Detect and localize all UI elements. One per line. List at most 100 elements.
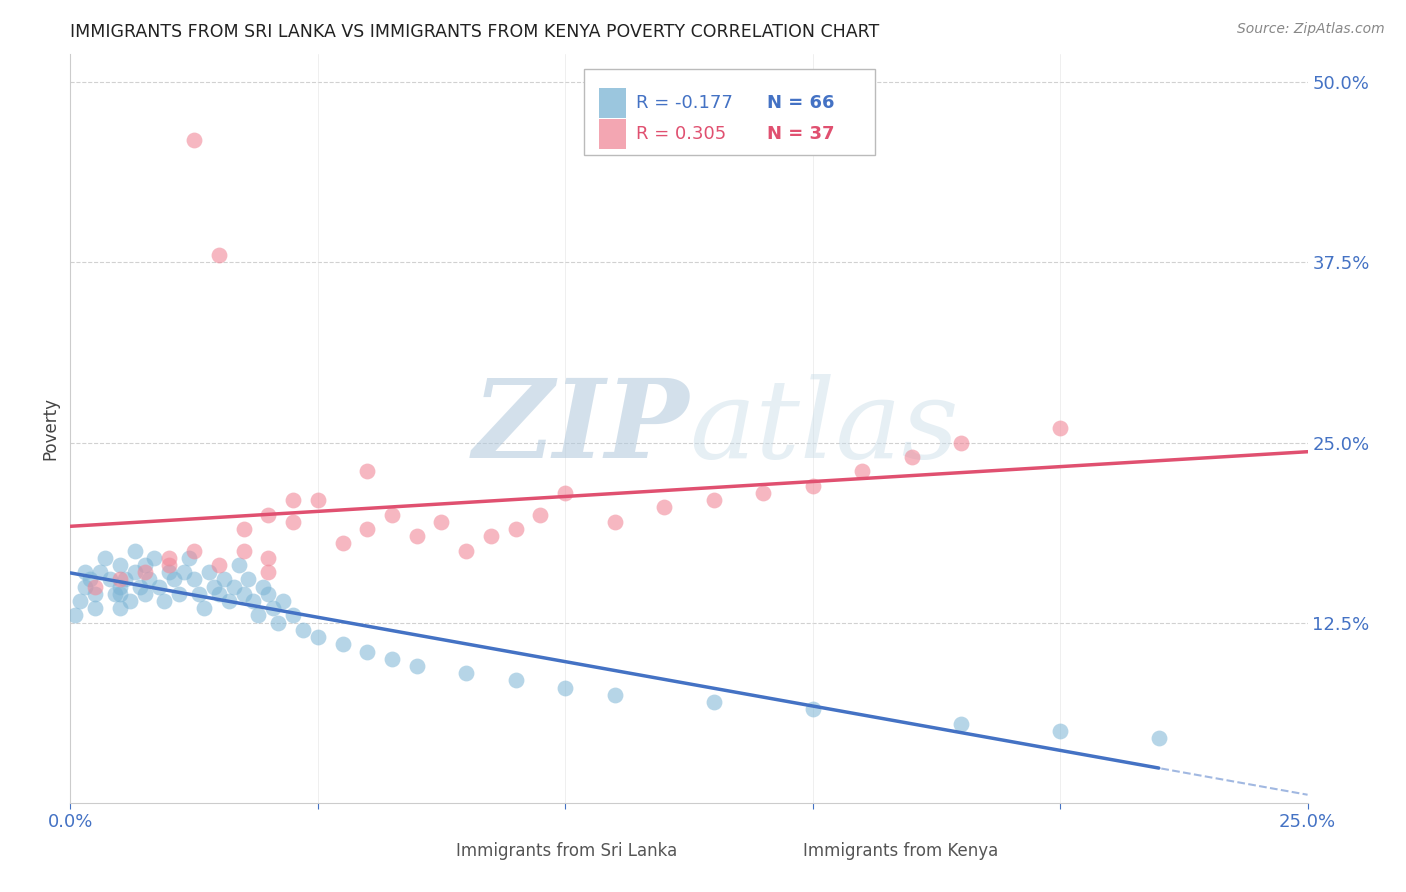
- Point: [232, 587, 254, 601]
- Point: [752, 486, 775, 500]
- Point: [79, 573, 101, 587]
- Point: [198, 566, 221, 580]
- Point: [950, 716, 973, 731]
- Point: [134, 587, 156, 601]
- Point: [94, 550, 117, 565]
- Point: [247, 608, 270, 623]
- Point: [252, 580, 274, 594]
- Point: [281, 493, 304, 508]
- Point: [84, 580, 107, 594]
- Point: [173, 566, 195, 580]
- Point: [89, 566, 111, 580]
- Point: [332, 536, 354, 550]
- Point: [177, 550, 200, 565]
- Point: [208, 558, 231, 572]
- Text: R = -0.177: R = -0.177: [636, 95, 733, 112]
- Point: [157, 558, 180, 572]
- Point: [228, 558, 250, 572]
- Point: [262, 601, 284, 615]
- Point: [208, 587, 231, 601]
- Point: [356, 522, 378, 536]
- Text: Immigrants from Sri Lanka: Immigrants from Sri Lanka: [457, 842, 678, 860]
- Point: [703, 695, 725, 709]
- Point: [98, 573, 121, 587]
- Point: [307, 630, 329, 644]
- Text: N = 66: N = 66: [766, 95, 834, 112]
- Point: [183, 133, 205, 147]
- Point: [257, 587, 280, 601]
- Point: [332, 637, 354, 651]
- Point: [554, 681, 576, 695]
- Point: [405, 659, 427, 673]
- Point: [652, 500, 675, 515]
- Point: [603, 688, 626, 702]
- Point: [238, 573, 260, 587]
- Point: [257, 550, 280, 565]
- Point: [124, 566, 146, 580]
- Point: [69, 594, 91, 608]
- Point: [430, 515, 453, 529]
- Text: R = 0.305: R = 0.305: [636, 125, 725, 144]
- Text: Immigrants from Kenya: Immigrants from Kenya: [803, 842, 998, 860]
- Text: Source: ZipAtlas.com: Source: ZipAtlas.com: [1237, 22, 1385, 37]
- FancyBboxPatch shape: [583, 69, 875, 154]
- Point: [603, 515, 626, 529]
- Point: [153, 594, 176, 608]
- Point: [183, 543, 205, 558]
- Point: [183, 573, 205, 587]
- Point: [148, 580, 170, 594]
- Point: [307, 493, 329, 508]
- Point: [134, 566, 156, 580]
- Point: [232, 522, 254, 536]
- Point: [381, 651, 404, 665]
- Text: IMMIGRANTS FROM SRI LANKA VS IMMIGRANTS FROM KENYA POVERTY CORRELATION CHART: IMMIGRANTS FROM SRI LANKA VS IMMIGRANTS …: [70, 23, 880, 41]
- Point: [108, 580, 131, 594]
- Point: [281, 515, 304, 529]
- Point: [75, 580, 97, 594]
- Point: [801, 479, 824, 493]
- Point: [232, 543, 254, 558]
- Point: [104, 587, 127, 601]
- Point: [84, 587, 107, 601]
- Point: [114, 573, 136, 587]
- Bar: [763, 834, 794, 863]
- Point: [218, 594, 240, 608]
- Point: [193, 601, 215, 615]
- Point: [188, 587, 211, 601]
- Point: [281, 608, 304, 623]
- Point: [1049, 421, 1071, 435]
- Point: [900, 450, 922, 464]
- Point: [801, 702, 824, 716]
- Point: [108, 573, 131, 587]
- Point: [271, 594, 294, 608]
- Point: [134, 558, 156, 572]
- Point: [356, 464, 378, 478]
- Point: [84, 601, 107, 615]
- Point: [163, 573, 186, 587]
- Point: [456, 543, 478, 558]
- Point: [108, 558, 131, 572]
- Point: [505, 673, 527, 688]
- Point: [75, 566, 97, 580]
- Point: [242, 594, 264, 608]
- Point: [157, 550, 180, 565]
- Point: [167, 587, 190, 601]
- Point: [505, 522, 527, 536]
- Text: atlas: atlas: [689, 375, 959, 482]
- Point: [202, 580, 225, 594]
- Point: [143, 550, 166, 565]
- Point: [212, 573, 235, 587]
- Point: [138, 573, 160, 587]
- Point: [222, 580, 245, 594]
- Bar: [599, 88, 626, 118]
- Point: [208, 248, 231, 262]
- Point: [554, 486, 576, 500]
- Point: [405, 529, 427, 543]
- Point: [1049, 723, 1071, 738]
- Point: [381, 508, 404, 522]
- Point: [128, 580, 150, 594]
- Point: [529, 508, 551, 522]
- Text: ZIP: ZIP: [472, 375, 689, 482]
- Point: [950, 435, 973, 450]
- Point: [267, 615, 290, 630]
